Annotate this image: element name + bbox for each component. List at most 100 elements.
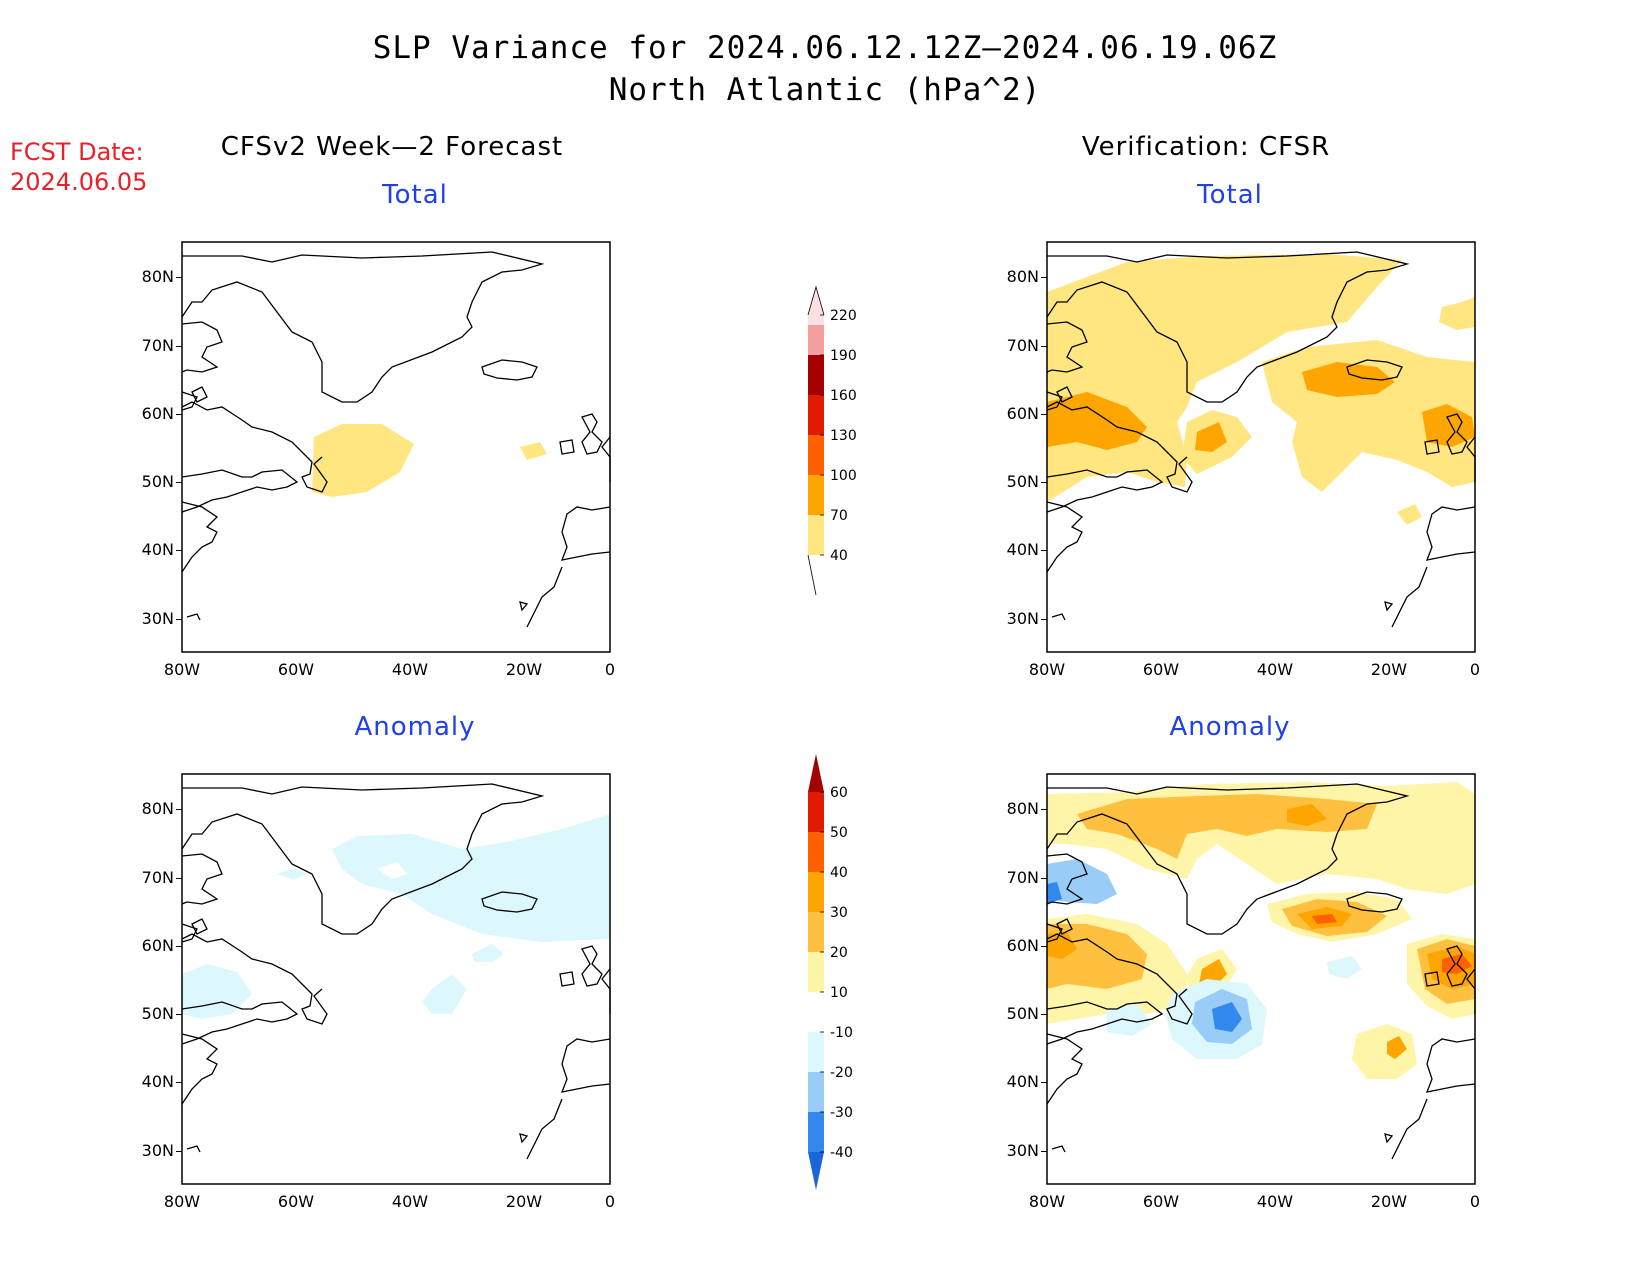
colorbar-segment bbox=[808, 1032, 824, 1072]
colorbar-segment bbox=[808, 952, 824, 992]
lon-tick-label: 80W bbox=[163, 1192, 201, 1211]
lat-tick-label: 40N bbox=[1006, 540, 1039, 559]
contour-neg10-neg20 bbox=[277, 868, 307, 880]
page-subtitle: North Atlantic (hPa^2) bbox=[608, 72, 1042, 108]
colorbar-segment bbox=[808, 475, 824, 515]
verification-anomaly-map bbox=[1046, 773, 1476, 1185]
forecast-total-map bbox=[181, 241, 611, 653]
lat-tick-label: 40N bbox=[141, 1072, 174, 1091]
colorbar-level-label: 70 bbox=[830, 508, 848, 524]
contour-neg30-neg40 bbox=[1047, 882, 1062, 904]
colorbar-level-label: -10 bbox=[830, 1025, 853, 1041]
lon-tick-label: 0 bbox=[1469, 1192, 1481, 1211]
colorbar-level-label: 30 bbox=[830, 905, 848, 921]
lat-tick-label: 60N bbox=[1006, 404, 1039, 423]
lat-tick-label: 40N bbox=[141, 540, 174, 559]
lat-tick bbox=[176, 619, 182, 620]
colorbar-level-label: 10 bbox=[830, 985, 848, 1001]
contour-neg10-neg20 bbox=[422, 974, 467, 1014]
lon-tick-label: 40W bbox=[391, 660, 429, 679]
lon-tick-label: 60W bbox=[277, 1192, 315, 1211]
lat-tick bbox=[176, 946, 182, 947]
lat-tick bbox=[176, 1014, 182, 1015]
anomaly-colorbar: -40 -30 -20 -10 10 20 30 40 50 60 bbox=[808, 754, 853, 1190]
contour-neutral bbox=[377, 862, 407, 879]
colorbar-segment bbox=[808, 1072, 824, 1112]
lat-tick bbox=[176, 1151, 182, 1152]
colorbar-cap bbox=[807, 554, 817, 596]
verification-total-map bbox=[1046, 241, 1476, 653]
colorbar-level-label: -30 bbox=[830, 1105, 853, 1121]
lat-tick-label: 70N bbox=[141, 868, 174, 887]
contour-30-40 bbox=[1199, 959, 1227, 986]
lat-tick-label: 80N bbox=[141, 267, 174, 286]
lat-tick bbox=[176, 878, 182, 879]
lat-tick-label: 30N bbox=[1006, 1141, 1039, 1160]
lat-tick bbox=[1041, 277, 1047, 278]
lat-tick-label: 70N bbox=[141, 336, 174, 355]
contour-20-30 bbox=[1047, 924, 1147, 989]
colorbar-cap bbox=[808, 1152, 824, 1190]
colorbar-level-label: 220 bbox=[830, 308, 857, 324]
lon-tick-label: 40W bbox=[1256, 660, 1294, 679]
colorbar-segment bbox=[808, 872, 824, 912]
colorbar-level-label: 160 bbox=[830, 388, 857, 404]
lat-tick bbox=[1041, 878, 1047, 879]
lat-tick-label: 80N bbox=[141, 799, 174, 818]
lat-tick-label: 50N bbox=[141, 472, 174, 491]
colorbar-level-label: 130 bbox=[830, 428, 857, 444]
contour-40-70 bbox=[1397, 504, 1422, 525]
page-title: SLP Variance for 2024.06.12.12Z—2024.06.… bbox=[372, 30, 1278, 66]
colorbar-segment bbox=[808, 1112, 824, 1152]
lat-tick bbox=[1041, 1151, 1047, 1152]
forecast-anomaly-map bbox=[181, 773, 611, 1185]
lat-tick bbox=[176, 346, 182, 347]
lon-tick-label: 60W bbox=[277, 660, 315, 679]
lat-tick bbox=[1041, 809, 1047, 810]
lon-tick-label: 40W bbox=[391, 1192, 429, 1211]
fcst-date-block: FCST Date: 2024.06.05 bbox=[10, 137, 147, 197]
contour-70-100 bbox=[1302, 362, 1395, 397]
contour-30-40 bbox=[1387, 1036, 1407, 1059]
colorbar-level-label: -20 bbox=[830, 1065, 853, 1081]
total-colorbar: 40 70 100 130 160 190 220 bbox=[807, 285, 857, 596]
colorbar-segment bbox=[808, 395, 824, 435]
lat-tick-label: 50N bbox=[1006, 1004, 1039, 1023]
colorbar-segment bbox=[808, 992, 824, 1032]
colorbar-level-label: 50 bbox=[830, 825, 848, 841]
lat-tick-label: 60N bbox=[141, 936, 174, 955]
lat-tick-label: 50N bbox=[1006, 472, 1039, 491]
colorbar-level-label: 40 bbox=[830, 548, 848, 564]
lat-tick-label: 80N bbox=[1006, 267, 1039, 286]
lon-tick-label: 0 bbox=[1469, 660, 1481, 679]
contour-40-70 bbox=[520, 442, 547, 460]
colorbar-segment bbox=[808, 832, 824, 872]
lat-tick-label: 50N bbox=[141, 1004, 174, 1023]
lat-tick bbox=[176, 1082, 182, 1083]
lon-tick-label: 60W bbox=[1142, 660, 1180, 679]
colorbar-segment bbox=[808, 912, 824, 952]
colorbar-segment bbox=[808, 435, 824, 475]
colorbar-level-label: -40 bbox=[830, 1145, 853, 1161]
fcst-date-value: 2024.06.05 bbox=[10, 168, 148, 196]
colorbar-cap bbox=[808, 754, 824, 792]
contour-neg10-neg20 bbox=[472, 944, 504, 962]
verification-total-label: Total bbox=[1197, 180, 1263, 210]
contour-neg10-neg20 bbox=[182, 964, 252, 1019]
lat-tick bbox=[1041, 1014, 1047, 1015]
colorbar-segment bbox=[808, 355, 824, 395]
contour-neg10-neg20 bbox=[1327, 956, 1362, 979]
contour-30-40 bbox=[1047, 932, 1077, 959]
forecast-anomaly-label: Anomaly bbox=[354, 712, 476, 742]
lon-tick-label: 80W bbox=[1028, 660, 1066, 679]
contour-40-70 bbox=[1439, 297, 1475, 330]
lat-tick-label: 60N bbox=[1006, 936, 1039, 955]
lat-tick-label: 30N bbox=[141, 1141, 174, 1160]
forecast-total-label: Total bbox=[382, 180, 448, 210]
colorbar-segment bbox=[808, 792, 824, 832]
lat-tick-label: 70N bbox=[1006, 336, 1039, 355]
lon-tick-label: 80W bbox=[1028, 1192, 1066, 1211]
lat-tick bbox=[1041, 346, 1047, 347]
contour-40-70 bbox=[312, 424, 414, 497]
